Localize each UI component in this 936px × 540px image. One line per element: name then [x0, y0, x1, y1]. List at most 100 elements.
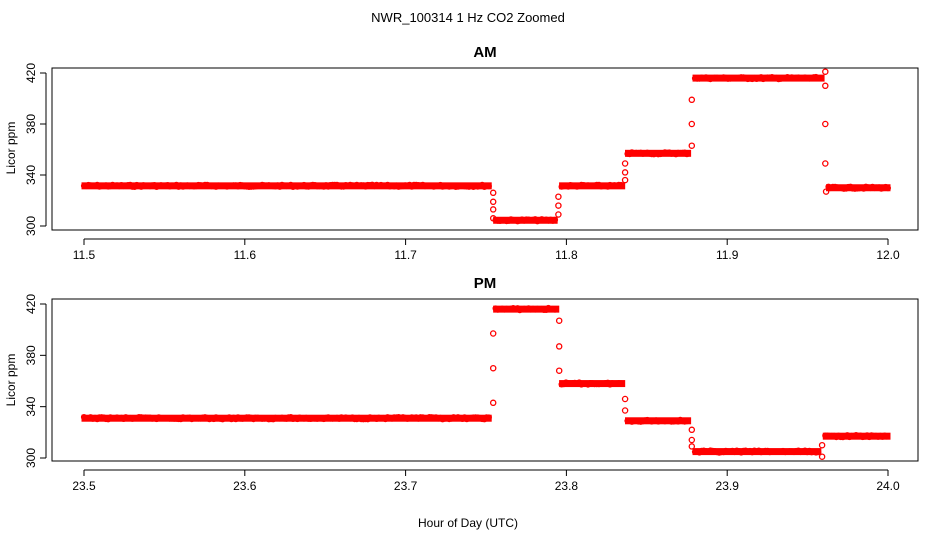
data-point	[142, 414, 149, 421]
data-point	[415, 182, 422, 189]
transition-point	[555, 367, 563, 374]
data-segment	[558, 379, 626, 388]
data-point	[683, 418, 691, 425]
data-point	[633, 149, 640, 156]
data-point	[771, 448, 778, 455]
data-point	[173, 415, 180, 422]
data-point	[261, 182, 268, 189]
data-point	[784, 448, 791, 455]
data-point	[698, 447, 705, 454]
y-tick-label: 420	[24, 63, 38, 83]
data-point	[817, 74, 824, 82]
data-point	[483, 414, 490, 421]
data-point	[195, 181, 202, 189]
transition-point	[822, 82, 829, 90]
data-point	[248, 183, 255, 190]
data-point	[193, 415, 200, 422]
transition-point	[489, 215, 497, 222]
data-point	[263, 182, 270, 189]
data-point	[149, 415, 156, 422]
data-point	[331, 415, 338, 422]
data-point	[883, 433, 891, 440]
data-point	[615, 181, 622, 188]
data-point	[96, 414, 103, 421]
data-point	[854, 185, 861, 192]
data-point	[408, 414, 415, 421]
data-points-am	[80, 68, 892, 225]
data-point	[199, 414, 206, 421]
transition-point	[621, 160, 629, 167]
transition-point	[555, 317, 563, 324]
data-point	[138, 414, 145, 421]
data-point	[483, 182, 490, 190]
transition-point	[489, 206, 497, 213]
data-point	[430, 414, 437, 421]
data-point	[424, 182, 431, 189]
data-point	[727, 75, 734, 82]
data-segment	[825, 183, 892, 192]
data-point	[587, 182, 594, 189]
transition-point	[621, 395, 629, 403]
segment-band	[493, 216, 558, 224]
data-point	[624, 417, 631, 424]
transition-point	[621, 407, 629, 414]
data-point	[849, 185, 856, 192]
data-point	[744, 75, 751, 83]
data-point	[344, 415, 352, 422]
y-tick-label: 300	[24, 216, 38, 236]
data-point	[182, 415, 189, 422]
transition-point	[818, 441, 826, 449]
data-point	[648, 151, 655, 158]
data-point	[815, 449, 822, 456]
data-point	[668, 418, 675, 425]
data-point	[140, 414, 147, 421]
data-point	[694, 75, 701, 82]
data-point	[591, 381, 598, 388]
data-point	[195, 415, 202, 422]
panel-am: AM Licor ppm 11.5 11.6 11.7 11.8 11.9 12.0 300…	[4, 44, 919, 262]
data-segment	[822, 432, 891, 441]
x-tick-label: 23.7	[394, 479, 418, 493]
data-point	[327, 182, 334, 189]
transition-point	[818, 453, 826, 460]
transition-point	[555, 343, 563, 350]
data-point	[729, 75, 736, 82]
plot-frame-am	[51, 67, 919, 231]
transition-point	[489, 399, 497, 407]
data-point	[738, 74, 745, 81]
data-point	[485, 183, 492, 190]
data-point	[245, 183, 253, 190]
data-point	[569, 380, 576, 387]
data-point	[329, 181, 336, 188]
data-point	[243, 183, 250, 190]
data-point	[884, 185, 892, 192]
transition-point	[621, 176, 629, 184]
transition-point	[688, 426, 696, 434]
data-point	[691, 448, 699, 455]
data-point	[707, 447, 714, 454]
data-point	[837, 433, 844, 441]
data-point	[565, 380, 572, 387]
transition-point	[489, 189, 497, 197]
panel-title-am: AM	[473, 44, 496, 61]
data-point	[360, 416, 367, 423]
data-point	[296, 182, 303, 190]
transition-point	[489, 198, 497, 206]
x-tick-label: 24.0	[876, 479, 900, 493]
data-point	[468, 414, 475, 421]
data-point	[587, 380, 594, 387]
y-tick-label: 340	[24, 396, 38, 416]
data-point	[650, 417, 658, 424]
transition-point	[489, 364, 497, 372]
data-point	[272, 414, 279, 421]
transition-point	[822, 188, 830, 195]
transition-point	[688, 96, 696, 104]
data-point	[270, 183, 277, 190]
data-point	[642, 417, 649, 424]
transition-point	[688, 142, 696, 149]
data-point	[331, 181, 338, 188]
data-point	[609, 182, 616, 189]
data-point	[441, 183, 448, 190]
transition-point	[555, 211, 562, 218]
axis-ticks-pm: 23.5 23.6 23.7 23.8 23.9 24.0 300 340 380 420	[24, 294, 900, 493]
